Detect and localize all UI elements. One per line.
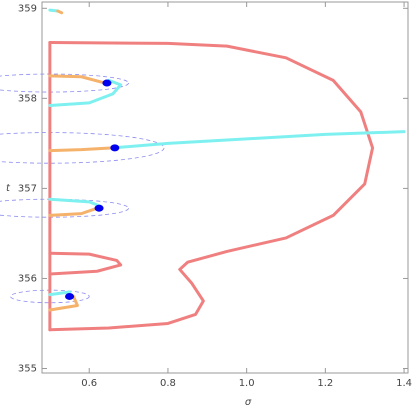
curve [48,146,115,153]
curve [48,78,123,108]
curve [48,206,99,217]
x-axis-label: σ [245,397,252,408]
y-tick-label: 355 [18,363,37,374]
x-tick-label: 1.0 [239,378,255,389]
x-tick-label: 1.4 [396,378,412,389]
y-tick-label: 359 [18,3,37,14]
curve [56,9,64,15]
plot-frame [41,1,409,374]
curve [48,197,103,208]
x-tick-label: 0.6 [81,378,97,389]
curve [48,251,123,276]
curve [48,290,72,297]
curve [111,130,406,150]
curve [48,41,375,332]
x-tick-label: 1.2 [317,378,333,389]
y-tick-label: 356 [18,273,37,284]
point [94,204,104,212]
point [110,144,120,152]
x-tick-label: 0.8 [160,378,176,389]
point [102,79,112,87]
dashed-ellipse [0,132,165,164]
point [65,292,75,300]
y-axis-label: t [6,183,11,194]
curve [48,74,107,85]
y-tick-label: 357 [18,183,37,194]
y-tick-label: 358 [18,93,37,104]
curve [48,294,79,312]
